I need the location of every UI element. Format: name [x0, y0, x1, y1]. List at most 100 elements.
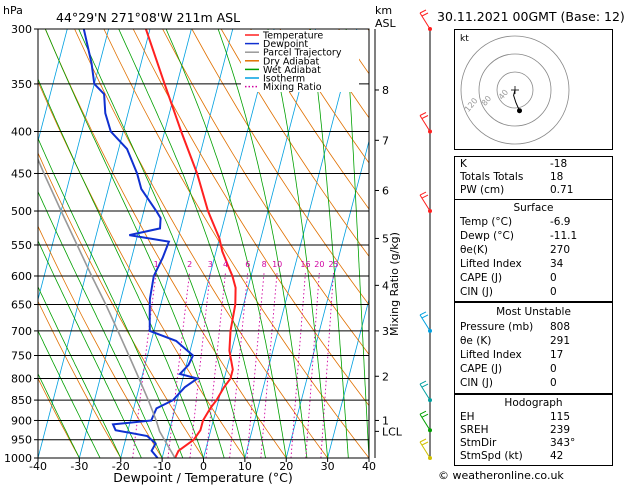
pressure-tick-label: 750: [11, 349, 32, 362]
height-tick-label: 5: [382, 232, 389, 245]
most-unstable-panel: Most Unstable Pressure (mb) 808 θe (K) 291…: [454, 302, 613, 394]
hodograph-stats-title: Hodograph: [504, 397, 563, 409]
surface-row-dewp: Dewp (°C) -11.1: [460, 230, 578, 242]
height-tick-label: 7: [382, 134, 389, 147]
mixing-ratio-line: [189, 271, 211, 458]
mixing-ratio-label: 25: [328, 260, 338, 269]
temperature-tick-label: 0: [200, 460, 207, 473]
surface-row-thetae: θe(K) 270: [460, 244, 571, 256]
mu-row-cape: CAPE (J) 0: [460, 363, 557, 375]
height-tick-label: 8: [382, 84, 389, 97]
mixing-ratio-label: 10: [272, 260, 282, 269]
legend-label: Wet Adiabat: [263, 65, 321, 76]
height-tick-label: 1: [382, 414, 389, 427]
divider: [455, 199, 612, 200]
legend-background: [241, 30, 359, 92]
surface-row-cape: CAPE (J) 0: [460, 272, 557, 284]
mixing-ratio-label: 3: [208, 260, 213, 269]
temperature-tick-label: 30: [321, 460, 335, 473]
isotherm-line: [38, 29, 110, 302]
pressure-tick-label: 400: [11, 126, 32, 139]
isotherm-line: [244, 29, 358, 458]
wind-barb-feather: [419, 191, 427, 196]
temperature-line: [144, 29, 237, 458]
wind-barb-feather: [421, 441, 429, 446]
wind-barb-staff: [419, 12, 431, 30]
legend-label: Parcel Trajectory: [263, 48, 342, 59]
wind-barb-feather: [421, 413, 429, 418]
pressure-tick-label: 450: [11, 167, 32, 180]
dry-adiabat-line: [103, 29, 369, 458]
mu-row-pressure: Pressure (mb) 808: [460, 321, 571, 333]
wind-barb-feather: [421, 12, 429, 17]
height-tick-label: LCL: [382, 425, 403, 438]
storm-motion-marker: [517, 108, 522, 114]
pressure-tick-label: 1000: [4, 452, 32, 465]
legend-label: Dry Adiabat: [263, 56, 320, 67]
mixing-ratio-line: [167, 271, 191, 458]
dry-adiabat-line: [250, 29, 369, 210]
isotherm-lines: [38, 29, 369, 458]
isotherm-line: [327, 297, 369, 458]
wet-adiabat-line: [217, 29, 308, 458]
dry-adiabat-line: [220, 29, 369, 257]
wet-adiabat-line: [345, 29, 369, 458]
pressure-tick-label: 900: [11, 414, 32, 427]
mixing-ratio-label: 1: [154, 260, 159, 269]
wind-barb-feather: [421, 194, 429, 199]
hodograph-panel: kt 40 80 120: [454, 29, 613, 150]
mixing-ratio-line: [290, 271, 306, 458]
temperature-tick-label: 20: [279, 460, 293, 473]
isotherm-line: [203, 29, 316, 458]
pressure-tick-label: 350: [11, 78, 32, 91]
isotherm-line: [78, 29, 192, 458]
hodograph-ring-label: 80: [480, 94, 493, 108]
index-row-totals: Totals Totals 18: [460, 171, 564, 183]
legend-label: Dewpoint: [263, 39, 308, 50]
index-row-k: K -18: [460, 158, 568, 170]
wind-barb-staff: [419, 115, 431, 132]
pressure-tick-label: 950: [11, 434, 32, 447]
wind-barb-staff: [419, 441, 431, 459]
pressure-tick-label: 700: [11, 325, 32, 338]
temperature-tick-labels: -40 -30 -20 -10 0 10 20 30 40: [29, 458, 376, 473]
mixing-ratio-label: 6: [245, 260, 250, 269]
dewpoint-line: [82, 29, 200, 458]
mixing-ratio-line: [205, 271, 227, 458]
pressure-tick-label: 500: [11, 205, 32, 218]
wind-barb-feather: [419, 112, 427, 116]
wind-barb-staff: [419, 413, 431, 431]
surface-title: Surface: [513, 202, 554, 214]
unit-km-label: km: [375, 4, 392, 17]
wind-barb-feather: [421, 383, 429, 388]
hodograph-unit-label: kt: [460, 34, 469, 44]
temperature-tick-label: 10: [238, 460, 252, 473]
wind-barb-staff: [419, 194, 431, 212]
isotherm-line: [38, 29, 151, 458]
pressure-tick-label: 850: [11, 394, 32, 407]
pressure-tick-label: 800: [11, 372, 32, 385]
height-tick-label: 2: [382, 370, 389, 383]
mixing-ratio-label: 8: [262, 260, 267, 269]
wind-barbs: [419, 9, 432, 460]
isotherm-line: [285, 139, 369, 458]
hodograph-trace: [513, 89, 520, 111]
unit-hpa-label: hPa: [3, 4, 23, 17]
mixing-ratio-label: 4: [223, 260, 228, 269]
wind-barb-feather: [419, 9, 427, 14]
wet-adiabat-line: [165, 29, 287, 458]
hodo-row-sreh: SREH 239: [460, 424, 571, 436]
location-label: 44°29'N 271°08'W 211m ASL: [56, 10, 240, 25]
wet-adiabat-line: [38, 372, 80, 458]
isotherm-line: [120, 29, 234, 458]
copyright-footer: © weatheronline.co.uk: [438, 469, 564, 482]
surface-row-lifted-index: Lifted Index 34: [460, 258, 564, 270]
hodo-row-stmspd: StmSpd (kt) 42: [460, 450, 564, 462]
mixing-ratio-label: 2: [187, 260, 192, 269]
wind-barb-feather: [419, 311, 427, 316]
mu-row-lifted-index: Lifted Index 17: [460, 349, 564, 361]
dry-adiabat-line: [38, 377, 80, 458]
temperature-tick-label: -20: [112, 460, 130, 473]
